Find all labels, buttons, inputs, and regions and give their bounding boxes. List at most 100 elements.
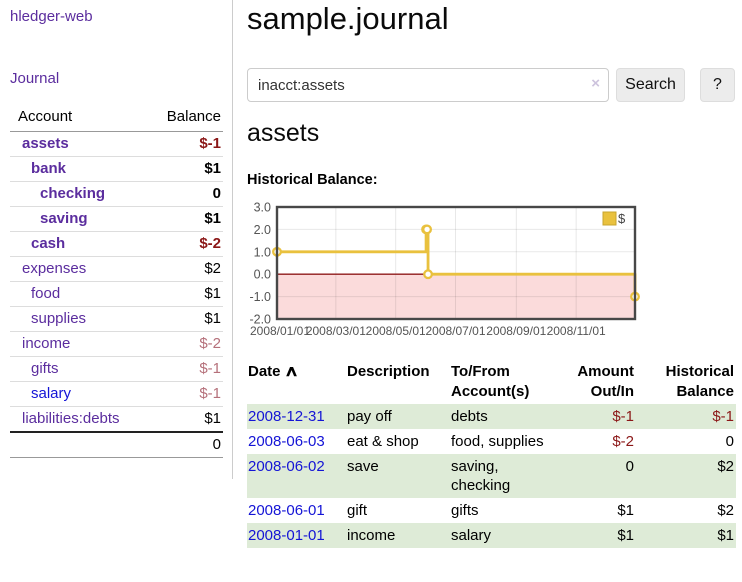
transaction-amount: $1 — [617, 527, 634, 544]
account-row: income $-2 — [10, 331, 223, 357]
account-balance: $1 — [144, 281, 223, 307]
account-link[interactable]: expenses — [22, 260, 87, 277]
account-balance: $-1 — [144, 131, 223, 157]
svg-text:3.0: 3.0 — [254, 201, 271, 215]
transaction-description: pay off — [347, 408, 392, 425]
transaction-row: 2008-06-01 gift gifts $1 $2 — [247, 498, 736, 523]
search-button[interactable]: Search — [616, 68, 685, 102]
svg-text:$: $ — [618, 211, 626, 226]
svg-text:2008/09/01: 2008/09/01 — [486, 324, 546, 338]
register-header-row: Date ∧ Description To/From Account(s) Amo… — [247, 360, 736, 404]
accounts-table-header: Account Balance — [10, 104, 223, 132]
account-balance: $-2 — [144, 231, 223, 257]
accounts-column-header: To/From Account(s) — [451, 363, 530, 400]
svg-text:2008/07/01: 2008/07/01 — [425, 324, 485, 338]
transaction-description: income — [347, 527, 396, 544]
svg-text:2008/01/01: 2008/01/01 — [250, 324, 310, 338]
svg-text:2008/11/01: 2008/11/01 — [547, 324, 606, 338]
transaction-date-link[interactable]: 2008-06-03 — [248, 433, 325, 450]
account-row: expenses $2 — [10, 256, 223, 282]
account-balance: $1 — [144, 156, 223, 182]
transaction-balance: $2 — [717, 458, 734, 475]
account-balance: $1 — [144, 406, 223, 433]
balance-column-header: Historical Balance — [665, 363, 734, 400]
balance-column-header: Balance — [144, 104, 223, 132]
description-column-header: Description — [347, 363, 430, 380]
accounts-table: Account Balance assets $-1 bank $1 check… — [10, 104, 223, 458]
account-link[interactable]: liabilities:debts — [22, 410, 120, 427]
sort-ascending-icon: ∧ — [283, 363, 299, 380]
transaction-description: eat & shop — [347, 433, 419, 450]
account-balance: $1 — [144, 206, 223, 232]
transaction-date-link[interactable]: 2008-12-31 — [248, 408, 325, 425]
transaction-amount: $-1 — [612, 408, 634, 425]
account-link[interactable]: checking — [40, 185, 106, 202]
account-row: gifts $-1 — [10, 356, 223, 382]
transaction-description: save — [347, 458, 379, 475]
account-row: salary $-1 — [10, 381, 223, 407]
transaction-row: 2008-06-02 save saving, checking 0 $2 — [247, 454, 736, 498]
account-row: food $1 — [10, 281, 223, 307]
svg-text:0.0: 0.0 — [254, 268, 271, 282]
search-input[interactable] — [247, 68, 609, 102]
svg-text:1.0: 1.0 — [254, 245, 271, 259]
transaction-balance: $-1 — [712, 408, 734, 425]
account-link[interactable]: cash — [31, 235, 66, 252]
accounts-total-value: 0 — [144, 431, 223, 458]
svg-text:2008/05/01: 2008/05/01 — [366, 324, 426, 338]
register-table: Date ∧ Description To/From Account(s) Amo… — [247, 360, 736, 548]
accounts-total-row: 0 — [10, 431, 223, 458]
transaction-balance: $2 — [717, 502, 734, 519]
account-link[interactable]: supplies — [31, 310, 87, 327]
transaction-description: gift — [347, 502, 368, 519]
transaction-balance: 0 — [725, 433, 734, 450]
transaction-accounts: salary — [451, 527, 492, 544]
account-row: bank $1 — [10, 156, 223, 182]
clear-search-icon[interactable]: × — [591, 75, 600, 92]
account-column-header: Account — [10, 104, 145, 132]
transaction-date-link[interactable]: 2008-06-01 — [248, 502, 325, 519]
account-link[interactable]: salary — [31, 385, 72, 402]
transaction-accounts: debts — [451, 408, 488, 425]
account-balance: $-2 — [144, 331, 223, 357]
account-row: cash $-2 — [10, 231, 223, 257]
page-title: sample.journal — [247, 1, 449, 36]
account-link[interactable]: saving — [40, 210, 88, 227]
transaction-accounts: saving, checking — [451, 458, 511, 494]
account-link[interactable]: bank — [31, 160, 67, 177]
account-row: liabilities:debts $1 — [10, 406, 223, 433]
svg-text:-2.0: -2.0 — [249, 313, 271, 327]
account-row: assets $-1 — [10, 131, 223, 157]
account-balance: $1 — [144, 306, 223, 332]
transaction-accounts: gifts — [451, 502, 479, 519]
account-balance: $2 — [144, 256, 223, 282]
transaction-amount: $1 — [617, 502, 634, 519]
date-column-header[interactable]: Date ∧ — [248, 363, 299, 380]
account-link[interactable]: food — [31, 285, 61, 302]
transaction-date-link[interactable]: 2008-06-02 — [248, 458, 325, 475]
transaction-row: 2008-01-01 income salary $1 $1 — [247, 523, 736, 548]
transaction-amount: $-2 — [612, 433, 634, 450]
transaction-row: 2008-06-03 eat & shop food, supplies $-2… — [247, 429, 736, 454]
account-balance: 0 — [144, 181, 223, 207]
account-row: supplies $1 — [10, 306, 223, 332]
help-button[interactable]: ? — [700, 68, 735, 102]
transaction-row: 2008-12-31 pay off debts $-1 $-1 — [247, 404, 736, 429]
transaction-date-link[interactable]: 2008-01-01 — [248, 527, 325, 544]
account-row: saving $1 — [10, 206, 223, 232]
account-link[interactable]: gifts — [31, 360, 59, 377]
chart-title: Historical Balance: — [247, 172, 378, 188]
svg-text:2.0: 2.0 — [254, 223, 271, 237]
app-title-link[interactable]: hledger-web — [10, 8, 93, 25]
sidebar: hledger-web Journal Account Balance asse… — [0, 0, 233, 479]
transaction-accounts: food, supplies — [451, 433, 544, 450]
account-page-title: assets — [247, 119, 320, 147]
account-row: checking 0 — [10, 181, 223, 207]
amount-column-header: Amount Out/In — [577, 363, 634, 400]
account-link[interactable]: assets — [22, 135, 69, 152]
sidebar-item-journal[interactable]: Journal — [10, 70, 60, 87]
historical-balance-chart: $3.0 2.0 1.0 0.0 -1.0 -2.02008/01/012008/03/0… — [249, 201, 640, 338]
account-link[interactable]: income — [22, 335, 71, 352]
account-balance: $-1 — [144, 356, 223, 382]
